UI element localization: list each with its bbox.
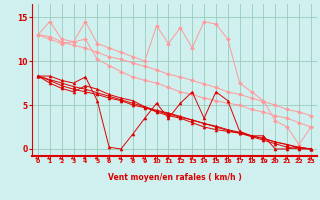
X-axis label: Vent moyen/en rafales ( km/h ): Vent moyen/en rafales ( km/h )	[108, 173, 241, 182]
